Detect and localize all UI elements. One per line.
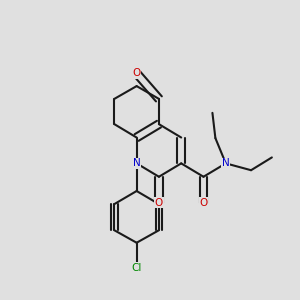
Text: O: O	[155, 198, 163, 208]
Text: N: N	[222, 158, 230, 168]
Text: O: O	[133, 68, 141, 78]
Text: N: N	[133, 158, 140, 168]
Text: Cl: Cl	[131, 263, 142, 273]
Text: O: O	[200, 198, 208, 208]
